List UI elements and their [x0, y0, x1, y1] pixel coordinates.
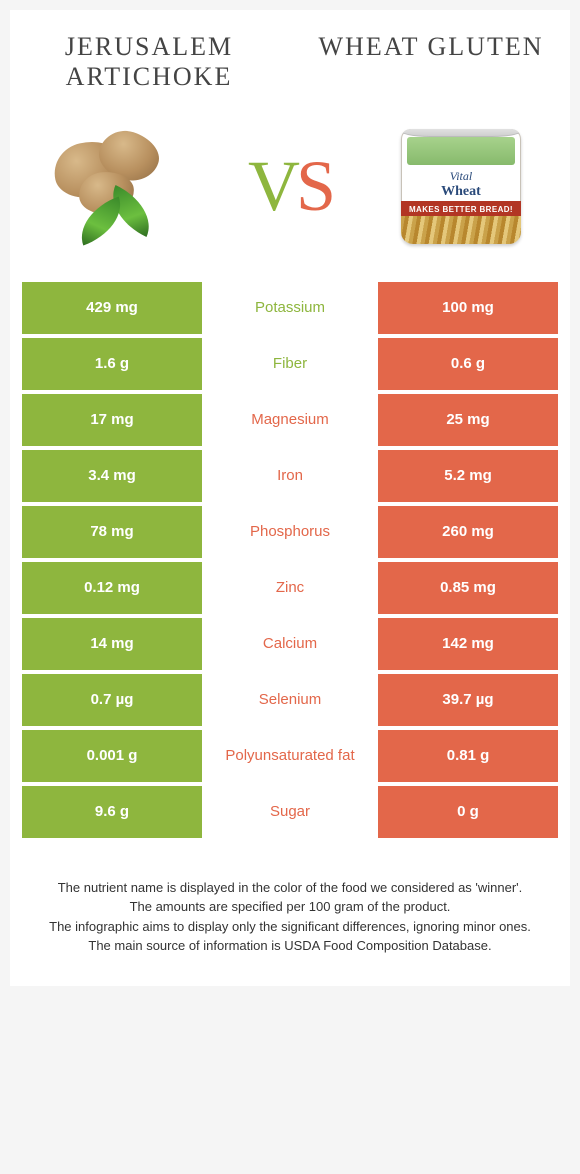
nutrient-label: Magnesium: [202, 394, 378, 446]
artichoke-icon: [44, 132, 194, 242]
table-row: 14 mgCalcium142 mg: [22, 618, 558, 670]
value-left: 0.12 mg: [22, 562, 202, 614]
nutrient-label: Selenium: [202, 674, 378, 726]
vs-label: VS: [248, 145, 332, 228]
value-left: 17 mg: [22, 394, 202, 446]
value-left: 429 mg: [22, 282, 202, 334]
titles-row: JERUSALEM ARTICHOKE WHEAT GLUTEN: [10, 20, 570, 102]
value-right: 100 mg: [378, 282, 558, 334]
table-row: 1.6 gFiber0.6 g: [22, 338, 558, 390]
comparison-card: JERUSALEM ARTICHOKE WHEAT GLUTEN VS Vita…: [10, 10, 570, 986]
value-right: 5.2 mg: [378, 450, 558, 502]
title-left: JERUSALEM ARTICHOKE: [34, 32, 264, 92]
footer-line: The infographic aims to display only the…: [40, 917, 540, 937]
footer-line: The amounts are specified per 100 gram o…: [40, 897, 540, 917]
value-right: 0.85 mg: [378, 562, 558, 614]
value-right: 0 g: [378, 786, 558, 838]
value-right: 142 mg: [378, 618, 558, 670]
value-left: 1.6 g: [22, 338, 202, 390]
table-row: 429 mgPotassium100 mg: [22, 282, 558, 334]
can-band: MAKES BETTER BREAD!: [401, 201, 521, 217]
footer-notes: The nutrient name is displayed in the co…: [40, 878, 540, 956]
food-right-image: Vital Wheat Gluten MAKES BETTER BREAD!: [376, 122, 546, 252]
nutrient-label: Polyunsaturated fat: [202, 730, 378, 782]
footer-line: The nutrient name is displayed in the co…: [40, 878, 540, 898]
hero-row: VS Vital Wheat Gluten MAKES BETTER BREAD…: [10, 102, 570, 282]
vs-v: V: [248, 146, 296, 226]
value-right: 0.6 g: [378, 338, 558, 390]
value-left: 78 mg: [22, 506, 202, 558]
nutrient-label: Zinc: [202, 562, 378, 614]
value-left: 3.4 mg: [22, 450, 202, 502]
table-row: 9.6 gSugar0 g: [22, 786, 558, 838]
nutrient-label: Potassium: [202, 282, 378, 334]
table-row: 17 mgMagnesium25 mg: [22, 394, 558, 446]
nutrient-label: Calcium: [202, 618, 378, 670]
gluten-can-icon: Vital Wheat Gluten MAKES BETTER BREAD!: [401, 129, 521, 244]
value-right: 260 mg: [378, 506, 558, 558]
title-right: WHEAT GLUTEN: [316, 32, 546, 92]
nutrient-label: Fiber: [202, 338, 378, 390]
value-right: 0.81 g: [378, 730, 558, 782]
value-left: 0.001 g: [22, 730, 202, 782]
table-row: 78 mgPhosphorus260 mg: [22, 506, 558, 558]
table-row: 0.12 mgZinc0.85 mg: [22, 562, 558, 614]
vs-s: S: [296, 146, 332, 226]
food-left-image: [34, 122, 204, 252]
footer-line: The main source of information is USDA F…: [40, 936, 540, 956]
value-left: 9.6 g: [22, 786, 202, 838]
value-right: 39.7 µg: [378, 674, 558, 726]
value-right: 25 mg: [378, 394, 558, 446]
value-left: 14 mg: [22, 618, 202, 670]
can-line1: Vital: [429, 169, 493, 184]
table-row: 0.7 µgSelenium39.7 µg: [22, 674, 558, 726]
nutrient-label: Phosphorus: [202, 506, 378, 558]
nutrient-label: Iron: [202, 450, 378, 502]
value-left: 0.7 µg: [22, 674, 202, 726]
table-row: 3.4 mgIron5.2 mg: [22, 450, 558, 502]
nutrient-table: 429 mgPotassium100 mg1.6 gFiber0.6 g17 m…: [22, 282, 558, 838]
table-row: 0.001 gPolyunsaturated fat0.81 g: [22, 730, 558, 782]
nutrient-label: Sugar: [202, 786, 378, 838]
